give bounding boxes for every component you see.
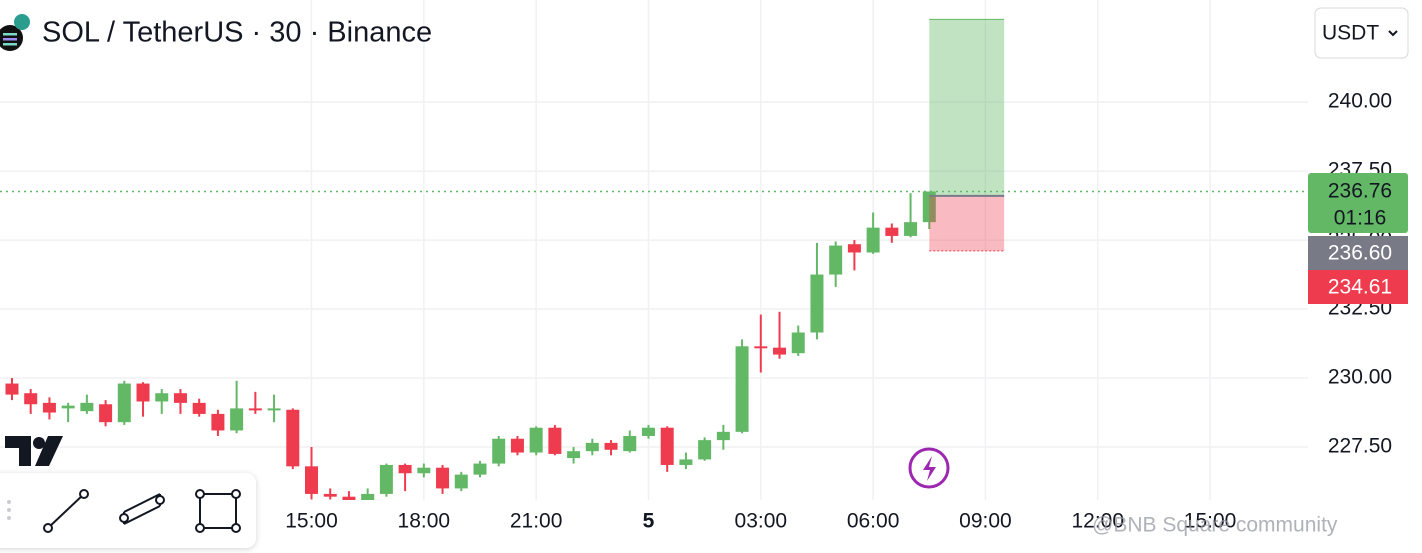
candle-body (904, 222, 918, 236)
candle-body (716, 431, 730, 441)
candle-body (436, 467, 450, 489)
entry-price-box (1308, 236, 1408, 270)
x-tick-label: 18:00 (398, 510, 451, 533)
x-tick-label: 12:00 (1071, 510, 1124, 533)
axes: 227.50230.00232.50235.00237.50240.0015:0… (285, 90, 1408, 533)
candle-body (847, 244, 861, 253)
candle-body (267, 408, 281, 411)
candle-body (791, 332, 805, 354)
candle-body (342, 496, 356, 500)
candle-body (398, 464, 412, 474)
trend-line-tool[interactable] (43, 489, 89, 533)
tv-logo (5, 436, 63, 466)
candle-body (305, 466, 319, 494)
candle-body (5, 383, 19, 395)
y-tick-label: 227.50 (1328, 435, 1392, 458)
candle-body (80, 402, 94, 412)
y-tick-label: 240.00 (1328, 90, 1392, 113)
channel-tool[interactable] (119, 493, 165, 525)
x-tick-label: 21:00 (510, 510, 563, 533)
candle-body (567, 451, 581, 459)
y-tick-label: 230.00 (1328, 366, 1392, 389)
candle-body (99, 404, 113, 423)
position-tool (0, 18, 1308, 252)
candle-body (136, 383, 150, 402)
drawing-toolbar (0, 473, 256, 548)
candle-body (286, 409, 300, 467)
candles (5, 191, 936, 500)
symbol-logo (0, 14, 30, 51)
x-tick-label: 09:00 (959, 510, 1012, 533)
candle-body (585, 442, 599, 452)
candle-body (248, 408, 262, 411)
candle-body (155, 393, 169, 402)
candle-body (510, 438, 524, 453)
candle-body (754, 346, 768, 349)
target-zone (929, 19, 1005, 196)
countdown-label: 01:16 (1334, 207, 1387, 230)
candle-body (473, 463, 487, 475)
candle-body (230, 408, 244, 431)
candle-body (379, 464, 393, 494)
candle-body (24, 393, 38, 405)
candle-body (192, 402, 206, 414)
candle-body (117, 383, 131, 423)
candle-body (735, 346, 749, 432)
current-price-label: 236.76 (1328, 180, 1392, 203)
x-tick-label: 5 (643, 510, 655, 533)
watermark: @BNB Square community (1092, 514, 1338, 537)
candle-body (492, 438, 506, 464)
candle-body (829, 245, 843, 275)
current-price-box (1308, 173, 1408, 233)
x-tick-label: 15:00 (285, 510, 338, 533)
lightning-icon[interactable] (908, 447, 950, 489)
symbol-title: SOL / TetherUS · 30 · Binance (42, 17, 432, 49)
candle-body (211, 413, 225, 431)
candle-body (548, 427, 562, 454)
candle-body (42, 402, 56, 413)
candle-body (885, 227, 899, 236)
candle-body (810, 274, 824, 333)
candle-body (454, 474, 468, 489)
candle-body (623, 435, 637, 452)
stop-zone (929, 195, 1005, 251)
candle-body (679, 459, 693, 465)
rectangle-tool[interactable] (195, 489, 241, 533)
candle-body (698, 440, 712, 460)
currency-label[interactable]: USDT (1322, 22, 1379, 45)
candle-body (323, 493, 337, 497)
candle-body (529, 427, 543, 453)
stop-price-label: 234.61 (1328, 276, 1392, 299)
candle-body (361, 493, 375, 500)
candle-body (173, 393, 187, 403)
x-tick-label: 15:00 (1184, 510, 1237, 533)
entry-price-label: 236.60 (1328, 242, 1392, 265)
x-tick-label: 03:00 (735, 510, 788, 533)
currency-button[interactable]: USDT (1314, 7, 1409, 59)
x-tick-label: 06:00 (847, 510, 900, 533)
candle-body (866, 227, 880, 253)
stop-price-box (1308, 270, 1408, 304)
grid (0, 0, 1308, 500)
candle-body (417, 467, 431, 474)
candle-body (773, 347, 787, 355)
candle-body (604, 442, 618, 450)
candle-body (660, 427, 674, 465)
candle-body (641, 427, 655, 436)
candle-body (61, 405, 75, 409)
candle-body (922, 191, 936, 223)
